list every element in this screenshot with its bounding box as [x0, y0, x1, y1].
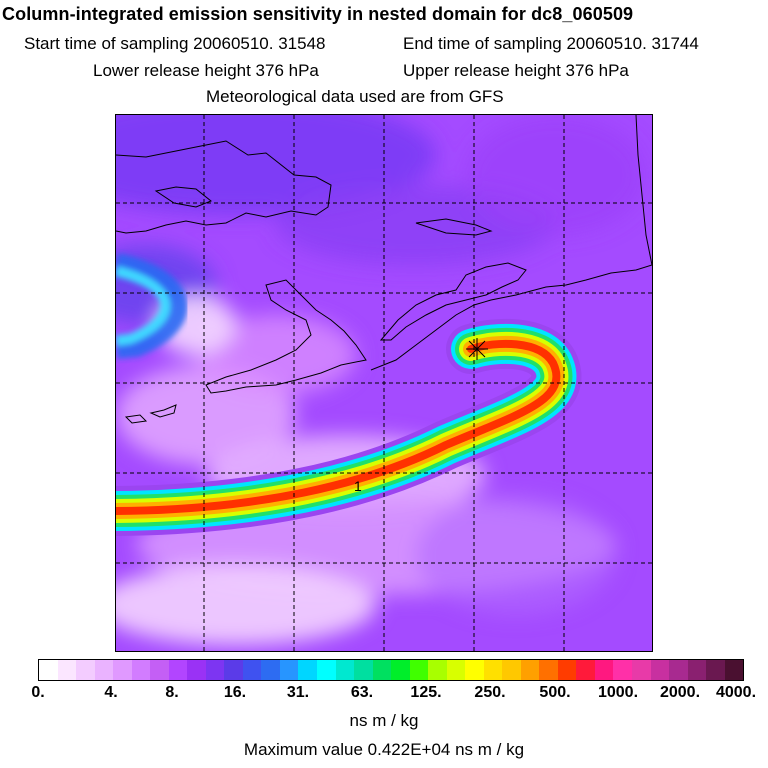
colorbar-segment — [428, 660, 447, 680]
colorbar-segment — [706, 660, 725, 680]
colorbar-segment — [168, 660, 188, 680]
colorbar-tick: 125. — [410, 684, 442, 701]
colorbar-tick: 2000. — [659, 684, 701, 701]
colorbar-segment — [205, 660, 225, 680]
colorbar-segment — [391, 660, 410, 680]
colorbar-segment — [483, 660, 503, 680]
upper-release-label: Upper release height 376 hPa — [403, 61, 629, 80]
colorbar-segment — [669, 660, 688, 680]
colorbar-segment — [594, 660, 614, 680]
colorbar-segment — [242, 660, 262, 680]
lat-lon-grid — [116, 115, 652, 651]
colorbar-segment — [187, 660, 206, 680]
colorbar-segment — [335, 660, 355, 680]
colorbar-segment — [94, 660, 114, 680]
colorbar-segment — [576, 660, 595, 680]
colorbar-segment — [687, 660, 707, 680]
colorbar-segment — [520, 660, 540, 680]
colorbar-tick: 63. — [350, 684, 374, 701]
colorbar-tick: 250. — [474, 684, 506, 701]
maximum-value-label: Maximum value 0.422E+04 ns m / kg — [243, 740, 525, 759]
colorbar-segment — [465, 660, 484, 680]
colorbar-segment — [409, 660, 429, 680]
cyan-filament — [116, 253, 188, 359]
end-time-label: End time of sampling 20060510. 31744 — [403, 34, 699, 53]
colorbar-segment — [446, 660, 466, 680]
colorbar-segment — [650, 660, 670, 680]
colorbar-segment — [131, 660, 151, 680]
colorbar-tick: 8. — [165, 684, 179, 701]
colorbar-tick: 16. — [223, 684, 247, 701]
colorbar-segment — [113, 660, 132, 680]
colorbar-segment — [261, 660, 280, 680]
colorbar-tick: 31. — [286, 684, 310, 701]
colorbar-segment — [279, 660, 299, 680]
colorbar-segment — [539, 660, 558, 680]
colorbar — [38, 659, 744, 681]
colorbar-segment — [632, 660, 651, 680]
met-data-label: Meteorological data used are from GFS — [206, 87, 504, 106]
colorbar-segment — [502, 660, 521, 680]
start-time-label: Start time of sampling 20060510. 31548 — [24, 34, 326, 53]
colorbar-segment — [150, 660, 169, 680]
plume — [116, 318, 582, 536]
colorbar-segment — [57, 660, 77, 680]
emission-sensitivity-map: 1 — [115, 114, 653, 652]
plot-title: Column-integrated emission sensitivity i… — [2, 4, 634, 24]
colorbar-segment — [39, 660, 58, 680]
coastlines — [116, 115, 652, 424]
colorbar-tick: 4000. — [715, 684, 757, 701]
colorbar-segment — [298, 660, 317, 680]
colorbar-segment — [557, 660, 577, 680]
colorbar-segment — [613, 660, 632, 680]
plume-label: 1 — [354, 478, 362, 494]
colorbar-segment — [76, 660, 95, 680]
colorbar-segment — [224, 660, 243, 680]
colorbar-tick: 500. — [539, 684, 571, 701]
colorbar-tick: 4. — [104, 684, 118, 701]
colorbar-segment — [316, 660, 336, 680]
colorbar-segment — [724, 660, 744, 680]
colorbar-tick: 1000. — [597, 684, 639, 701]
lower-release-label: Lower release height 376 hPa — [93, 61, 319, 80]
colorbar-tick: 0. — [31, 684, 45, 701]
release-point-star — [466, 338, 488, 360]
colorbar-units: ns m / kg — [349, 711, 419, 730]
colorbar-segment — [354, 660, 373, 680]
colorbar-segment — [372, 660, 392, 680]
